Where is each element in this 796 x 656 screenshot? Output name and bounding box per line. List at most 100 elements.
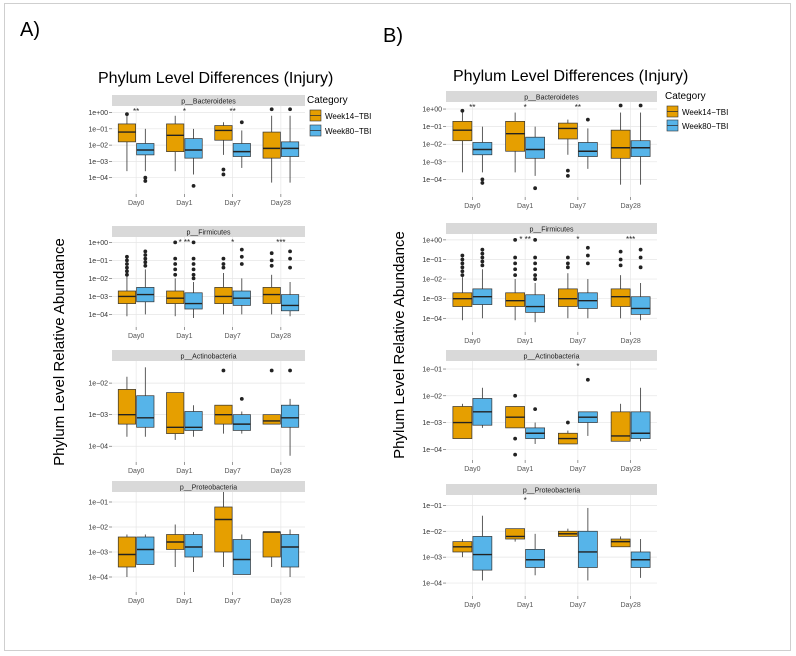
box-body — [117, 290, 136, 304]
x-tick-label: Day1 — [517, 466, 533, 473]
box-week14-day7 — [214, 492, 233, 567]
x-tick-label: Day7 — [570, 466, 586, 473]
outlier-point — [618, 103, 623, 108]
outlier-point — [460, 253, 465, 258]
box-body — [232, 143, 251, 157]
outlier-point — [565, 420, 570, 425]
outlier-point — [221, 167, 226, 172]
outlier-point — [221, 172, 226, 177]
y-tick-label: 1e−01 — [88, 258, 108, 265]
significance-label: *** — [626, 235, 635, 244]
outlier-point — [618, 257, 623, 262]
x-tick-label: Day7 — [224, 598, 240, 605]
outlier-point — [125, 258, 129, 263]
box-body — [214, 287, 233, 304]
outlier-point — [565, 255, 570, 260]
legend-title: Category — [665, 91, 706, 102]
y-tick-label: 1e+00 — [422, 237, 442, 244]
box-week80-day1 — [184, 405, 203, 437]
box-week80-day0 — [136, 534, 155, 565]
x-tick-label: Day7 — [570, 338, 586, 345]
box-week80-day28 — [281, 107, 300, 183]
legend-label-week14: Week14−TBI — [682, 108, 728, 117]
facet-strip — [446, 484, 657, 495]
box-body — [281, 404, 300, 428]
outlier-point — [513, 273, 518, 278]
box-week14-day0 — [452, 539, 473, 558]
y-tick-label: 1e−01 — [88, 500, 108, 507]
facet-plots: p__Bacteroidetes 1e+00 1e−01 1e−02 1e−03 1e−0… — [88, 91, 657, 609]
outlier-point — [533, 261, 538, 266]
box-week14-day28 — [610, 249, 631, 319]
x-tick-label: Day0 — [128, 468, 144, 475]
box-body — [136, 536, 155, 565]
box-week80-day1 — [525, 126, 545, 191]
significance-label: ** — [575, 103, 581, 112]
facet-strip-label: p__Proteobacteria — [523, 488, 580, 495]
y-tick-label: 1e+00 — [422, 107, 442, 114]
box-body — [281, 534, 300, 568]
legend-label-week80: Week80−TBI — [325, 127, 371, 136]
box-week80-day0 — [136, 249, 155, 315]
box-body — [578, 530, 598, 568]
outlier-point — [239, 254, 244, 259]
y-tick-label: 1e−04 — [422, 316, 442, 323]
outlier-point — [638, 103, 643, 108]
outlier-point — [173, 272, 178, 277]
outlier-point — [533, 255, 538, 260]
outlier-point — [460, 265, 465, 270]
box-week14-day1 — [166, 524, 185, 567]
outlier-point — [191, 262, 196, 266]
box-week80-day7 — [232, 120, 251, 168]
outlier-point — [288, 249, 292, 254]
outlier-point — [513, 267, 518, 272]
box-body — [558, 288, 578, 307]
x-tick-label: Day28 — [621, 466, 641, 473]
box-week80-day7 — [232, 247, 251, 315]
y-tick-label: 1e−03 — [88, 550, 108, 557]
facet-strip — [112, 350, 305, 361]
outlier-point — [288, 368, 292, 373]
x-tick-label: Day1 — [176, 200, 192, 207]
y-tick-label: 1e−03 — [422, 420, 442, 427]
x-tick-label: Day28 — [271, 333, 291, 340]
outlier-point — [480, 259, 485, 264]
box-week14-day1 — [166, 240, 185, 317]
x-tick-label: Day1 — [517, 203, 533, 210]
y-tick-label: 1e−04 — [88, 444, 108, 451]
y-tick-label: 1e−02 — [422, 529, 442, 536]
outlier-point — [191, 267, 196, 272]
box-week14-day28 — [262, 107, 281, 183]
outlier-point — [191, 256, 196, 261]
outlier-point — [480, 255, 485, 260]
x-tick-label: Day7 — [224, 333, 240, 340]
outlier-point — [173, 262, 178, 266]
outlier-point — [513, 452, 518, 457]
box-body — [184, 292, 203, 310]
facet-strip-label: p__Proteobacteria — [180, 485, 237, 492]
box-body — [281, 294, 300, 312]
outlier-point — [288, 265, 292, 270]
box-week14-day28 — [610, 403, 631, 442]
outlier-point — [143, 263, 148, 268]
box-body — [166, 290, 185, 304]
y-tick-label: 1e−04 — [88, 175, 108, 182]
y-tick-label: 1e−01 — [422, 503, 442, 510]
outlier-point — [191, 183, 196, 188]
outlier-point — [585, 377, 590, 382]
box-week14-day0 — [117, 534, 136, 577]
box-week14-day7 — [558, 255, 578, 319]
outlier-point — [618, 263, 623, 268]
outlier-point — [513, 255, 518, 260]
legend-label-week14: Week14−TBI — [325, 112, 371, 121]
x-tick-label: Day7 — [570, 203, 586, 210]
box-body — [281, 141, 300, 157]
facet-pfirmicutes: p__Firmicutes 1e+00 1e−01 1e−02 1e−03 1e−04 Da… — [422, 223, 657, 345]
facet-strip — [112, 226, 305, 237]
y-tick-label: 1e+00 — [88, 110, 108, 117]
box-body — [452, 292, 473, 307]
panel-b-label: B) — [383, 25, 403, 47]
box-body — [472, 536, 493, 571]
x-tick-label: Day1 — [176, 468, 192, 475]
outlier-point — [638, 247, 643, 252]
